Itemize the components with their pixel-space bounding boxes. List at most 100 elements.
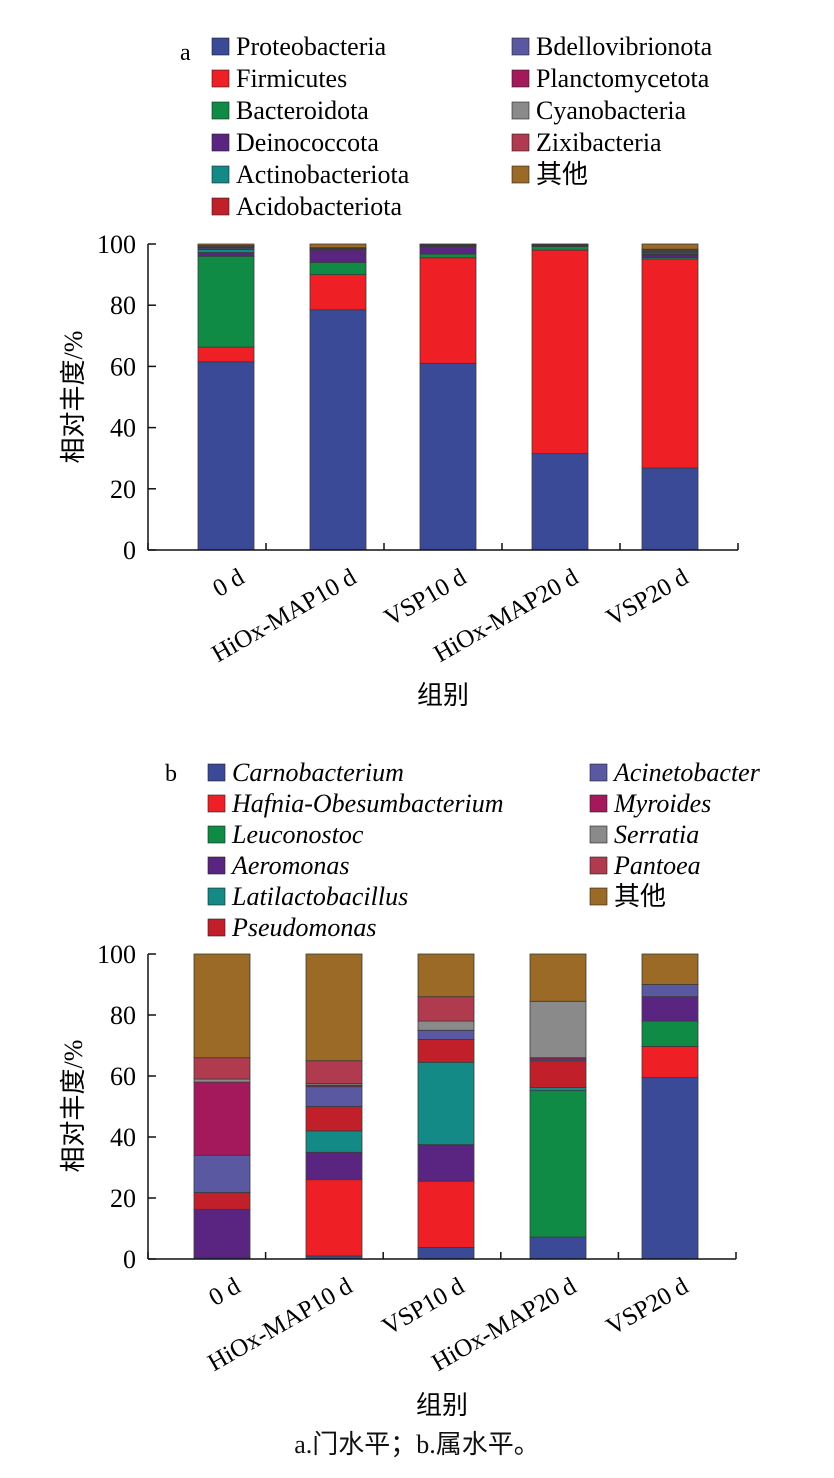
bar-segment (529, 1236, 587, 1260)
bar-segment (419, 246, 477, 255)
bar-segment (641, 1077, 699, 1260)
x-tick-label: VSP20 d (602, 1272, 694, 1340)
bar-segment (309, 261, 367, 275)
bar-segment (641, 953, 699, 985)
legend-label: Bdellovibrionota (536, 32, 713, 61)
bar-segment (305, 1179, 363, 1257)
bar-segment (193, 1208, 251, 1258)
legend-swatch (511, 165, 530, 184)
legend-label: Actinobacteriota (236, 160, 410, 189)
bar-segment (529, 1060, 587, 1088)
bar-segment (305, 1130, 363, 1153)
bar-segment (197, 249, 255, 253)
bar-segment (417, 1180, 475, 1248)
x-tick-label: 0 d (204, 1272, 245, 1311)
bar-segment (419, 253, 477, 259)
y-tick-label: 0 (123, 1245, 136, 1274)
bar-segment (193, 953, 251, 1059)
legend-swatch (511, 37, 530, 56)
y-tick-label: 20 (110, 475, 136, 504)
legend-swatch (207, 918, 226, 937)
x-tick-label: VSP10 d (380, 563, 472, 631)
bar-segment (305, 1151, 363, 1181)
legend-label: Carnobacterium (232, 758, 404, 787)
bar-segment (531, 246, 589, 251)
bar-segment (419, 243, 477, 246)
bar-segment (641, 467, 699, 551)
legend-label: Leuconostoc (231, 820, 364, 849)
bar-segment (193, 1154, 251, 1193)
y-axis-title: 相对丰度/% (59, 1040, 88, 1173)
bar-segment (417, 1061, 475, 1146)
bar-segment (309, 309, 367, 551)
legend-swatch (207, 825, 226, 844)
bar-segment (193, 1192, 251, 1210)
bar-segment (197, 243, 255, 246)
legend-label: Hafnia-Obesumbacterium (231, 789, 504, 818)
y-tick-label: 60 (110, 352, 136, 381)
legend-label: Aeromonas (230, 851, 349, 880)
legend-swatch (207, 856, 226, 875)
x-tick-label: VSP20 d (602, 563, 694, 631)
bar-segment (529, 1087, 587, 1092)
legend-label: Firmicutes (236, 64, 347, 93)
legend-swatch (207, 794, 226, 813)
bar-segment (417, 1029, 475, 1040)
legend-label: Acidobacteriota (236, 192, 402, 221)
legend-label: Latilactobacillus (231, 882, 408, 911)
panel-label: b (165, 761, 177, 787)
legend-swatch (589, 825, 608, 844)
bar-segment (309, 249, 367, 263)
legend-label: 其他 (614, 882, 666, 911)
legend-swatch (211, 101, 230, 120)
bar-segment (197, 361, 255, 551)
bar-segment (419, 362, 477, 551)
x-tick-label: 0 d (208, 563, 249, 602)
y-tick-label: 20 (110, 1184, 136, 1213)
y-tick-label: 80 (110, 291, 136, 320)
legend-label: Proteobacteria (236, 32, 387, 61)
y-tick-label: 100 (97, 940, 136, 969)
bar-segment (417, 1039, 475, 1063)
x-axis-title: 组别 (416, 1391, 468, 1420)
bar-segment (641, 996, 699, 1022)
legend-swatch (211, 69, 230, 88)
bar-segment (193, 1081, 251, 1156)
legend-label: 其他 (536, 160, 588, 189)
legend-label: Planctomycetota (536, 64, 710, 93)
panel-label: a (180, 40, 191, 66)
bar-segment (641, 258, 699, 469)
legend-swatch (207, 887, 226, 906)
legend-swatch (511, 101, 530, 120)
figure-caption: a.门水平；b.属水平。 (294, 1430, 540, 1459)
y-tick-label: 0 (123, 536, 136, 565)
bar-segment (529, 953, 587, 1002)
legend-label: Deinococcota (236, 128, 379, 157)
legend-swatch (589, 794, 608, 813)
bar-segment (309, 243, 367, 249)
legend-swatch (589, 856, 608, 875)
bar-segment (531, 249, 589, 455)
bar-segment (417, 953, 475, 998)
bar-segment (641, 1020, 699, 1047)
bar-segment (305, 1086, 363, 1107)
bar-segment (417, 1144, 475, 1182)
bar-segment (531, 453, 589, 551)
legend-swatch (211, 37, 230, 56)
bar-segment (641, 1046, 699, 1078)
legend-swatch (211, 133, 230, 152)
bar-segment (197, 252, 255, 257)
legend-label: Serratia (614, 820, 699, 849)
bar-segment (419, 257, 477, 364)
legend-swatch (589, 763, 608, 782)
bar-segment (641, 984, 699, 998)
legend-label: Acinetobacter (612, 758, 761, 787)
bar-segment (529, 1000, 587, 1059)
y-tick-label: 100 (97, 230, 136, 259)
legend-swatch (207, 763, 226, 782)
bar-segment (197, 346, 255, 363)
bar-segment (417, 1247, 475, 1260)
bar-segment (309, 274, 367, 311)
